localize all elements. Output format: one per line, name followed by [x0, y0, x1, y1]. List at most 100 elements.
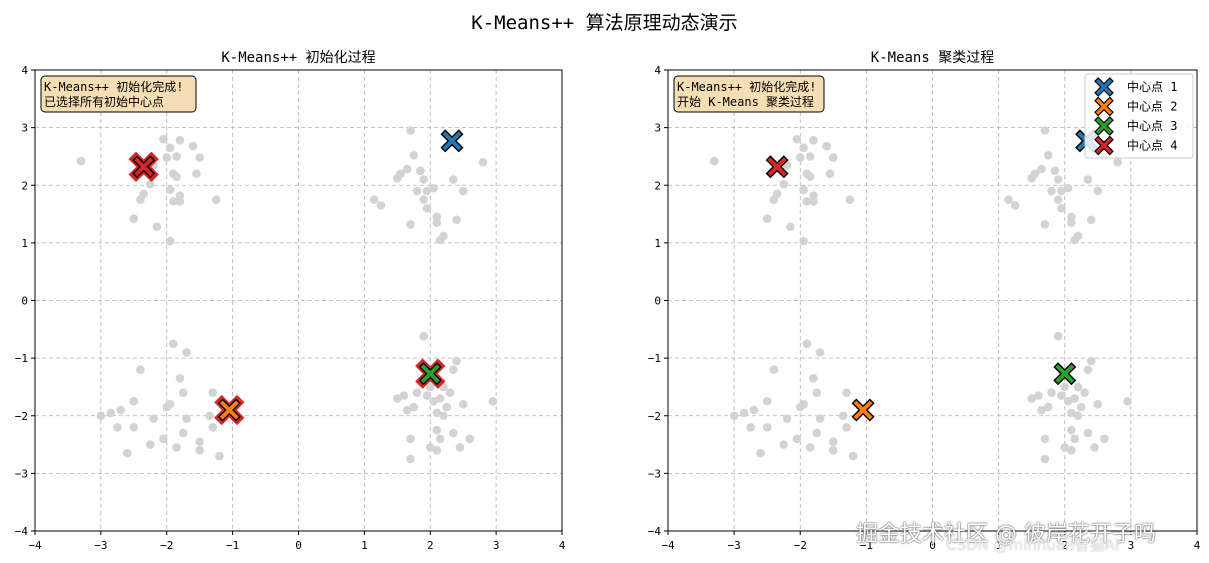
center-marker-2	[217, 398, 241, 422]
data-point	[429, 397, 438, 406]
data-point	[172, 172, 181, 181]
center-marker-4	[132, 155, 156, 179]
chart-title: K-Means++ 初始化过程	[221, 49, 375, 66]
watermark-text: 掘金技术社区 @ 彼岸花开子吗	[856, 522, 1156, 547]
data-point	[1083, 365, 1093, 374]
x-tick-label: −3	[728, 539, 741, 552]
data-point	[1057, 204, 1066, 213]
legend-marker	[1094, 96, 1114, 117]
data-point	[1047, 186, 1056, 196]
data-point	[169, 197, 178, 206]
center-marker-1	[440, 129, 464, 153]
data-point	[1050, 166, 1060, 176]
data-point	[402, 164, 412, 174]
data-point	[116, 405, 125, 415]
data-point	[1083, 428, 1093, 438]
x-tick-label: −3	[94, 539, 107, 552]
data-point	[805, 172, 815, 181]
data-point	[799, 185, 808, 195]
y-tick-label: 2	[654, 179, 661, 192]
data-point	[406, 434, 415, 444]
data-point	[809, 373, 818, 383]
data-point	[1100, 434, 1109, 444]
data-point	[848, 451, 858, 461]
data-point	[1080, 388, 1089, 398]
data-point	[96, 411, 106, 421]
data-point	[769, 365, 779, 374]
data-point	[1057, 391, 1066, 400]
data-point	[1053, 331, 1063, 341]
data-point	[1070, 394, 1079, 403]
data-point	[175, 373, 185, 383]
axes-frame	[667, 69, 1198, 532]
annotation-text: K-Means++ 初始化完成!	[44, 79, 183, 94]
x-tick-label: 3	[1128, 539, 1135, 552]
data-point	[1030, 169, 1040, 179]
data-point	[749, 405, 759, 415]
data-point	[139, 189, 148, 199]
data-point	[762, 214, 772, 223]
data-point	[1063, 397, 1073, 406]
data-point	[762, 397, 772, 406]
data-point	[478, 157, 488, 167]
data-point	[1040, 434, 1050, 444]
data-point	[393, 394, 402, 403]
data-point	[439, 411, 448, 421]
data-point	[1067, 425, 1076, 435]
data-point	[162, 153, 172, 162]
y-tick-label: −2	[648, 410, 661, 423]
legend-entry-3: 中心点 3	[1127, 118, 1177, 133]
data-point	[192, 169, 201, 179]
x-tick-label: −2	[794, 539, 807, 552]
data-point	[399, 391, 409, 400]
data-point	[452, 215, 461, 225]
y-tick-label: 4	[654, 64, 661, 77]
legend-marker	[1094, 135, 1114, 156]
data-point	[419, 195, 428, 204]
data-point	[772, 189, 782, 199]
data-point	[1076, 402, 1086, 412]
x-tick-label: 2	[1061, 539, 1068, 552]
data-point	[795, 153, 805, 162]
chart-panel-1: −4 −3 −2 −1 0 1 2 3 4 −4 −3 −2 −1 0 1 2 3 4 K-Means++ 初始化过…	[15, 49, 566, 552]
data-point	[1040, 220, 1050, 229]
data-point	[1090, 443, 1099, 452]
data-point	[1063, 183, 1073, 193]
data-point	[1034, 391, 1043, 400]
data-point	[406, 454, 415, 464]
annotation-text: 已选择所有初始中心点	[44, 94, 164, 109]
data-point	[195, 446, 204, 455]
data-point	[739, 408, 749, 418]
data-point	[1070, 434, 1079, 444]
data-point	[188, 141, 198, 151]
data-point	[465, 434, 475, 444]
data-point	[182, 348, 191, 357]
data-point	[1083, 175, 1093, 184]
data-point	[136, 365, 145, 374]
legend-entry-4: 中心点 4	[1127, 138, 1177, 153]
y-tick-label: 3	[21, 122, 28, 135]
data-point	[1086, 215, 1096, 225]
data-point	[165, 143, 175, 153]
data-point	[809, 197, 818, 206]
data-point	[215, 451, 224, 461]
data-point	[159, 134, 168, 144]
chart-title: K-Means 聚类过程	[871, 50, 994, 66]
x-tick-label: −1	[226, 539, 239, 552]
data-point	[432, 425, 442, 435]
annotation-text: 开始 K-Means 聚类过程	[677, 94, 814, 109]
data-point	[1053, 195, 1063, 204]
data-point	[439, 231, 448, 241]
data-point	[1037, 164, 1046, 174]
data-point	[825, 169, 835, 179]
data-point	[842, 388, 851, 398]
data-point	[165, 236, 175, 246]
data-point	[746, 422, 755, 432]
data-point	[802, 339, 812, 349]
data-point	[452, 356, 461, 366]
data-point	[779, 440, 789, 449]
data-point	[208, 388, 218, 398]
data-point	[145, 440, 155, 449]
data-point	[122, 448, 132, 458]
center-marker-4	[765, 155, 789, 179]
